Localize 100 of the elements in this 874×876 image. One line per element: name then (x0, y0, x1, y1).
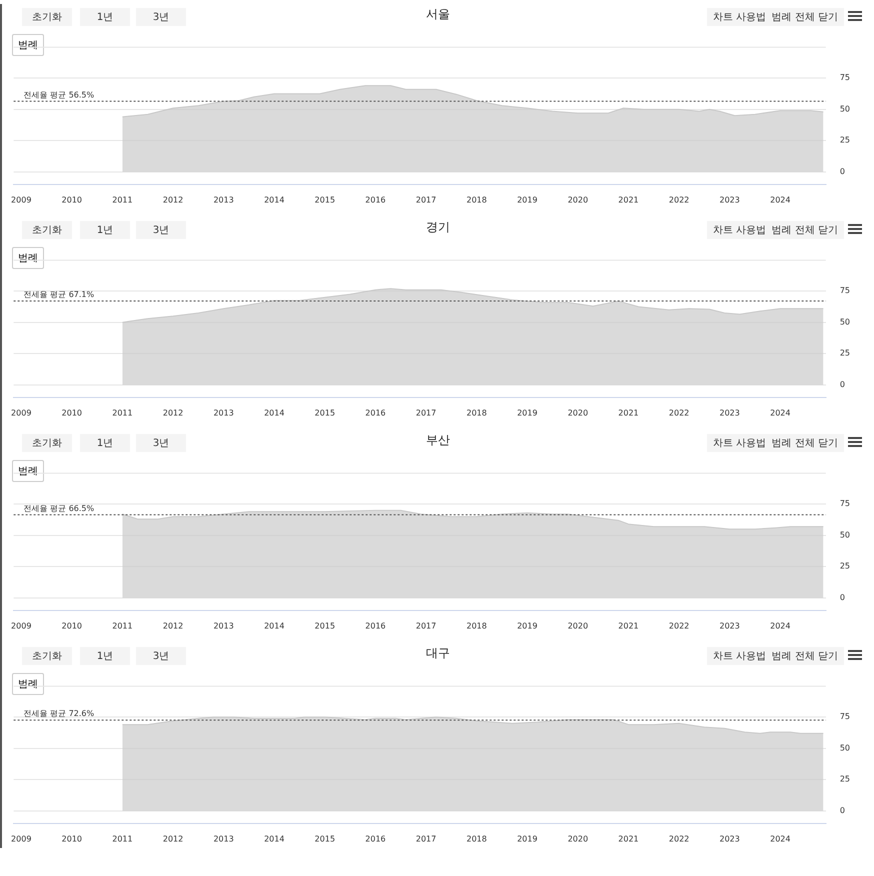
x-tick-label: 2017 (416, 195, 436, 204)
y-tick-label: 75 (840, 712, 850, 722)
chart-title: 서울 (426, 7, 450, 21)
text: 차트 사용법 (706, 8, 772, 26)
x-tick-label: 2017 (416, 621, 436, 630)
x-tick-label: 2012 (162, 408, 184, 418)
x-tick-label: 2014 (264, 834, 284, 844)
x-tick-label: 2017 (416, 834, 436, 844)
chart-title: 경기 (426, 220, 450, 234)
x-tick-label: 2014 (264, 195, 284, 204)
text: 초기화 (22, 221, 72, 239)
x-tick-label: 2009 (11, 834, 32, 844)
x-tick-label: 2011 (112, 834, 133, 844)
text: 1년 (80, 221, 130, 239)
text: 1년 (80, 647, 130, 665)
x-tick-label: 2015 (314, 195, 336, 204)
x-tick-label: 2020 (568, 408, 588, 418)
text: 1년 (80, 8, 130, 26)
x-tick-label: 2015 (314, 408, 336, 418)
x-tick-label: 2021 (618, 834, 639, 844)
x-tick-label: 2020 (568, 621, 588, 630)
x-tick-label: 2010 (62, 834, 82, 844)
x-tick-label: 2013 (213, 408, 234, 418)
x-tick-label: 2012 (162, 834, 184, 844)
x-tick-label: 2011 (112, 621, 133, 630)
x-tick-label: 2022 (668, 408, 690, 418)
text: 차트 사용법 (706, 647, 772, 665)
y-tick-label: 50 (840, 317, 850, 326)
x-tick-label: 2010 (62, 195, 82, 204)
x-tick-label: 2019 (517, 621, 538, 630)
x-tick-label: 2010 (62, 408, 82, 418)
ref-line-label: 전세율 평균 56.5% (24, 90, 95, 100)
x-tick-label: 2019 (517, 408, 538, 418)
y-tick-label: 50 (840, 530, 850, 540)
x-tick-label: 2018 (466, 408, 487, 418)
x-tick-label: 2021 (618, 195, 639, 204)
x-tick-label: 2018 (466, 195, 487, 204)
y-tick-label: 25 (840, 136, 850, 145)
x-tick-label: 2012 (162, 195, 184, 204)
x-tick-label: 2013 (213, 834, 234, 844)
x-tick-label: 2024 (770, 834, 790, 844)
x-tick-label: 2020 (568, 195, 588, 204)
x-tick-label: 2024 (770, 621, 790, 630)
x-tick-label: 2016 (365, 408, 386, 418)
x-tick-label: 2018 (466, 621, 487, 630)
ref-line-label: 전세율 평균 72.6% (24, 709, 95, 718)
x-tick-label: 2022 (668, 621, 690, 630)
y-tick-label: 50 (840, 104, 850, 114)
x-tick-label: 2014 (264, 408, 284, 418)
text: 3년 (136, 647, 186, 665)
x-tick-label: 2023 (719, 195, 740, 204)
x-tick-label: 2014 (264, 621, 284, 630)
x-tick-label: 2022 (668, 834, 690, 844)
y-tick-label: 25 (840, 562, 850, 571)
x-tick-label: 2011 (112, 195, 133, 204)
chart-title: 대구 (426, 646, 450, 660)
ref-line-label: 전세율 평균 67.1% (24, 290, 95, 300)
text: 3년 (136, 8, 186, 26)
x-tick-label: 2019 (517, 195, 538, 204)
text: 초기화 (22, 434, 72, 452)
text: 범례 전체 닫기 (766, 434, 844, 452)
x-tick-label: 2013 (213, 195, 234, 204)
x-tick-label: 2024 (770, 195, 790, 204)
x-tick-label: 2024 (770, 408, 790, 418)
x-tick-label: 2016 (365, 834, 386, 844)
y-tick-label: 0 (840, 806, 845, 815)
text: 범례 전체 닫기 (766, 8, 844, 26)
text: 3년 (136, 221, 186, 239)
text: 3년 (136, 434, 186, 452)
x-tick-label: 2015 (314, 621, 336, 630)
y-tick-label: 0 (840, 592, 845, 602)
text: 범례 전체 닫기 (766, 647, 844, 665)
x-tick-label: 2019 (517, 834, 538, 844)
ref-line-label: 전세율 평균 66.5% (24, 504, 95, 513)
x-tick-label: 2011 (112, 408, 133, 418)
x-tick-label: 2009 (11, 408, 32, 418)
x-tick-label: 2018 (466, 834, 487, 844)
text: 차트 사용법 (706, 434, 772, 452)
x-tick-label: 2021 (618, 408, 639, 418)
y-tick-label: 50 (840, 743, 850, 752)
x-tick-label: 2017 (416, 408, 436, 418)
y-tick-label: 0 (840, 380, 845, 389)
y-tick-label: 25 (840, 774, 850, 784)
text: 초기화 (22, 8, 72, 26)
x-tick-label: 2010 (62, 621, 82, 630)
x-tick-label: 2015 (314, 834, 336, 844)
x-tick-label: 2012 (162, 621, 184, 630)
x-tick-label: 2023 (719, 408, 740, 418)
x-tick-label: 2016 (365, 621, 386, 630)
y-tick-label: 25 (840, 348, 850, 358)
x-tick-label: 2013 (213, 621, 234, 630)
x-tick-label: 2021 (618, 621, 639, 630)
x-tick-label: 2020 (568, 834, 588, 844)
x-tick-label: 2016 (365, 195, 386, 204)
y-tick-label: 75 (840, 73, 850, 82)
chart-title: 부산 (426, 433, 450, 447)
text: 1년 (80, 434, 130, 452)
y-tick-label: 75 (840, 499, 850, 508)
x-tick-label: 2023 (719, 834, 740, 844)
y-tick-label: 0 (840, 166, 845, 176)
